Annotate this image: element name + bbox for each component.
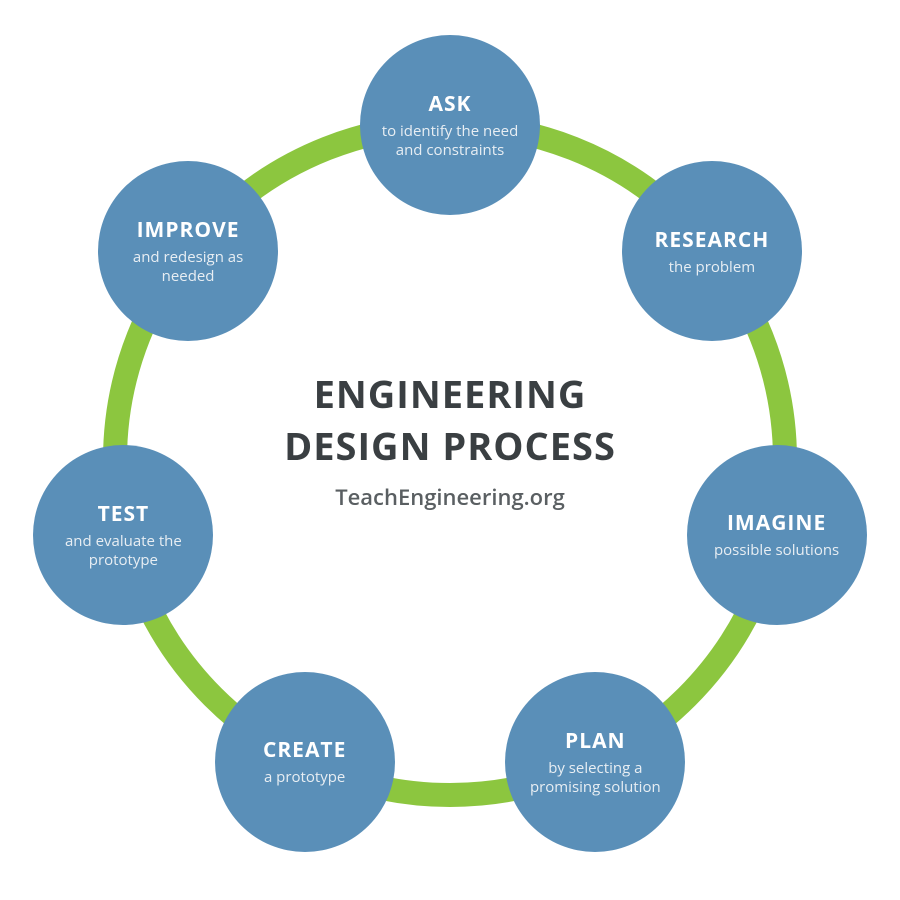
node-ask: ASK to identify the need and constraints <box>360 35 540 215</box>
node-subtitle: by selecting a promising solution <box>519 759 671 797</box>
node-subtitle: a prototype <box>264 768 345 787</box>
node-title: IMAGINE <box>727 509 826 537</box>
node-improve: IMPROVE and redesign as needed <box>98 161 278 341</box>
node-research: RESEARCH the problem <box>622 161 802 341</box>
diagram-canvas: ENGINEERING DESIGN PROCESS TeachEngineer… <box>0 0 900 900</box>
node-create: CREATE a prototype <box>215 672 395 852</box>
node-title: PLAN <box>565 727 626 755</box>
node-subtitle: and evaluate the prototype <box>47 532 199 570</box>
node-plan: PLAN by selecting a promising solution <box>505 672 685 852</box>
node-subtitle: and redesign as needed <box>112 248 264 286</box>
node-title: RESEARCH <box>655 226 770 254</box>
center-subtitle: TeachEngineering.org <box>284 482 616 512</box>
node-imagine: IMAGINE possible solutions <box>687 445 867 625</box>
node-subtitle: possible solutions <box>714 541 839 560</box>
node-subtitle: to identify the need and constraints <box>374 122 526 160</box>
center-title-line2: DESIGN PROCESS <box>284 420 616 472</box>
node-test: TEST and evaluate the prototype <box>33 445 213 625</box>
center-title-line1: ENGINEERING <box>284 368 616 420</box>
center-title: ENGINEERING DESIGN PROCESS TeachEngineer… <box>284 368 616 512</box>
node-title: ASK <box>428 90 471 118</box>
node-title: CREATE <box>263 736 346 764</box>
node-subtitle: the problem <box>669 258 755 277</box>
node-title: IMPROVE <box>137 216 240 244</box>
node-title: TEST <box>98 500 150 528</box>
